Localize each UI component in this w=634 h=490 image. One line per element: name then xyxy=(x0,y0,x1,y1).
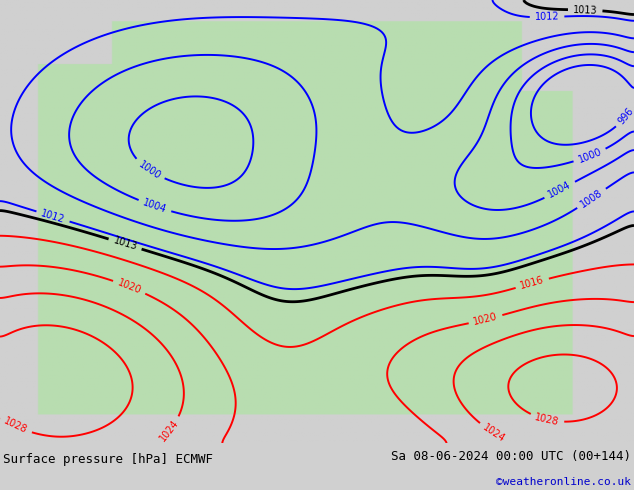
Text: 1000: 1000 xyxy=(577,147,603,165)
Text: 1024: 1024 xyxy=(157,418,181,443)
Text: 1008: 1008 xyxy=(579,188,605,209)
Text: 1020: 1020 xyxy=(472,312,499,327)
Text: 996: 996 xyxy=(616,106,634,126)
Text: 1004: 1004 xyxy=(141,197,168,215)
Text: 1024: 1024 xyxy=(481,422,507,444)
Text: ©weatheronline.co.uk: ©weatheronline.co.uk xyxy=(496,477,631,487)
Text: Surface pressure [hPa] ECMWF: Surface pressure [hPa] ECMWF xyxy=(3,453,213,466)
Text: 1013: 1013 xyxy=(112,236,138,252)
Text: 1028: 1028 xyxy=(3,416,29,436)
Text: Sa 08-06-2024 00:00 UTC (00+144): Sa 08-06-2024 00:00 UTC (00+144) xyxy=(391,450,631,463)
Text: 1000: 1000 xyxy=(136,159,162,181)
Text: 1004: 1004 xyxy=(547,180,573,200)
Text: 1028: 1028 xyxy=(534,412,560,427)
Text: 1013: 1013 xyxy=(573,4,598,15)
Text: 1012: 1012 xyxy=(40,208,66,225)
Text: 1016: 1016 xyxy=(519,275,545,291)
Text: 1020: 1020 xyxy=(116,278,143,296)
Text: 1012: 1012 xyxy=(534,12,559,23)
